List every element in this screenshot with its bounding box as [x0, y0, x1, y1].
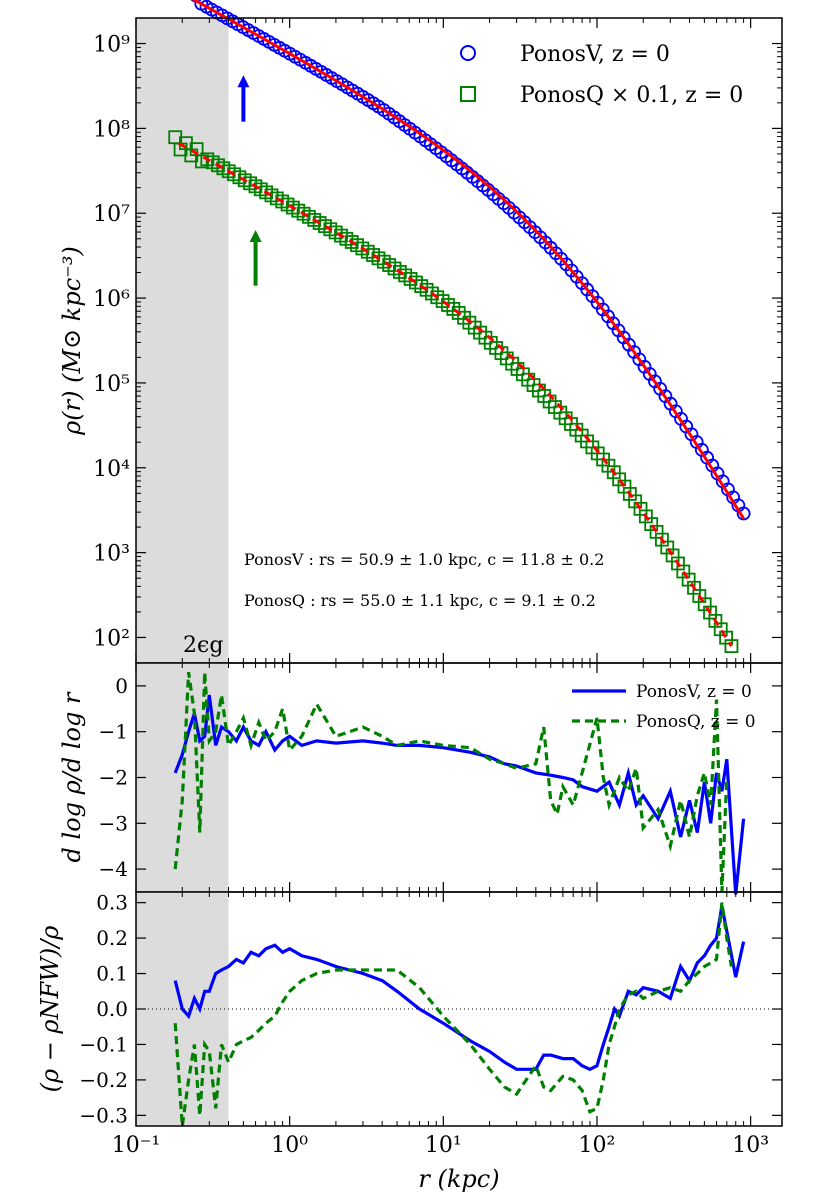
y-tick-label: 10⁵ — [93, 372, 130, 397]
softening-shade — [136, 18, 229, 663]
ponosv-line — [173, 694, 746, 895]
y-tick-label: 0.1 — [96, 962, 128, 986]
y-tick-label: −0.1 — [79, 1032, 128, 1056]
ponosv-line — [173, 905, 746, 1072]
legend-label-ponosq: PonosQ × 0.1, z = 0 — [520, 83, 743, 108]
legend-marker-ponosq — [460, 86, 476, 102]
y-tick-label: 10² — [93, 626, 130, 651]
fit-annotation-ponosq: PonosQ : rs = 55.0 ± 1.1 kpc, c = 9.1 ± … — [244, 591, 596, 610]
y-tick-label: 0 — [115, 674, 128, 698]
y-tick-label: −2 — [99, 766, 128, 790]
x-tick-label: 10⁰ — [271, 1133, 308, 1158]
x-tick-label: 10¹ — [425, 1133, 462, 1158]
ponosq-point — [724, 639, 739, 654]
density-panel: 10² 10³ 10⁴ 10⁵ 10⁶ 10⁷ 10⁸ 10⁹ PonosV, z = 0 Pon… — [93, 0, 783, 664]
fit-annotation-ponosv: PonosV : rs = 50.9 ± 1.0 kpc, c = 11.8 ±… — [244, 550, 604, 569]
y-tick-label: 0.2 — [96, 926, 128, 950]
y-tick-label: 10⁹ — [93, 33, 130, 58]
legend-label-ponosv: PonosV, z = 0 — [520, 42, 670, 67]
arrow-head-ponosq — [249, 230, 262, 243]
ponosq-nfw-fit — [178, 142, 733, 647]
y-tick-label: 0.0 — [96, 997, 128, 1021]
y-tick-label: −0.3 — [79, 1103, 128, 1127]
x-tick-label: 10² — [579, 1133, 616, 1158]
y-tick-label: 10⁶ — [93, 287, 130, 312]
y-tick-label: 10⁸ — [93, 117, 130, 142]
residual-panel: 0.3 0.2 0.1 0.0 −0.1 −0.2 −0.3 — [79, 891, 783, 1127]
legend-marker-ponosv — [460, 45, 476, 61]
slope-panel: 0 −1 −2 −3 −4 PonosV, z = 0 PonosQ, z = 0 — [99, 662, 783, 895]
y-axis-label-0: ρ(r) (M⊙ kpc⁻³) — [58, 246, 86, 436]
y-tick-label: 10⁴ — [93, 457, 130, 482]
y-tick-label: −3 — [99, 811, 128, 835]
y-tick-label: −0.2 — [79, 1068, 128, 1092]
ponosq-line — [173, 902, 733, 1127]
y-tick-label: −1 — [99, 720, 128, 744]
y-tick-label: −4 — [99, 857, 128, 881]
y-axis-label-1: d log ρ/d log r — [58, 691, 86, 862]
x-tick-label: 10⁻¹ — [112, 1133, 160, 1158]
panel-residual-frame — [135, 891, 783, 1127]
x-axis-label: r (kpc) — [418, 1165, 499, 1193]
y-axis-label-2: (ρ − ρNFW)/ρ — [36, 926, 64, 1093]
legend-label-ponosv: PonosV, z = 0 — [636, 682, 752, 702]
softening-label: 2ϵg — [183, 633, 223, 658]
x-axis: 10⁻¹ 10⁰ 10¹ 10² 10³ r (kpc) — [112, 18, 769, 1193]
ponosv-point — [736, 506, 751, 521]
legend-label-ponosq: PonosQ, z = 0 — [636, 712, 756, 732]
y-tick-label: 0.3 — [96, 891, 128, 915]
ponosq-line — [173, 671, 729, 893]
y-tick-label: 10⁷ — [93, 202, 130, 227]
arrow-head-ponosv — [237, 75, 250, 88]
x-tick-label: 10³ — [732, 1133, 769, 1158]
y-tick-label: 10³ — [93, 542, 130, 567]
y-axis-labels: ρ(r) (M⊙ kpc⁻³) d log ρ/d log r (ρ − ρNFW)… — [36, 246, 86, 1092]
ponosv-nfw-fit — [191, 0, 745, 520]
